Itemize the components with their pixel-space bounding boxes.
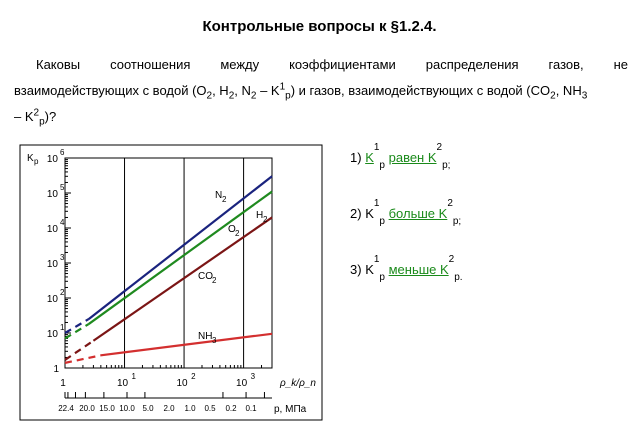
pressure-tick-label: 0.2 <box>225 404 237 413</box>
y-tick-sup: 2 <box>60 288 65 297</box>
x-tick-label: 1 <box>60 378 66 389</box>
pressure-tick-label: 22.4 <box>58 404 74 413</box>
series-line <box>92 216 273 342</box>
question-line-1: Каковы соотношения между коэффициентами … <box>14 52 628 78</box>
series-label: N <box>215 190 222 201</box>
chart-frame <box>19 144 323 421</box>
question-line-3: – K2p)? <box>14 107 57 128</box>
y-axis-label-sub: p <box>34 157 39 166</box>
x-tick-sup: 2 <box>191 372 196 381</box>
y-tick-label: 10 <box>47 189 59 200</box>
question-line-2: взаимодействующих с водой (O2, H2, N2 – … <box>14 81 588 102</box>
pressure-tick-label: 0.1 <box>245 404 257 413</box>
series-line-dashed <box>64 339 95 361</box>
y-tick-sup: 3 <box>60 253 65 262</box>
answer-number: 1) <box>350 150 362 165</box>
question-word: распределения <box>425 57 519 72</box>
x-tick-label: 10 <box>117 378 129 389</box>
series-label-sub: 2 <box>263 215 268 224</box>
x-tick-sup: 1 <box>132 372 137 381</box>
y-tick-sup: 1 <box>60 323 65 332</box>
y-tick-sup: 5 <box>60 183 65 192</box>
pressure-tick-label: 15.0 <box>99 404 115 413</box>
series-label: NH <box>198 331 212 342</box>
pressure-tick-label: 1.0 <box>184 404 196 413</box>
pressure-tick-label: 5.0 <box>142 404 154 413</box>
series-label: CO <box>198 271 213 282</box>
series-line-dashed <box>64 323 90 340</box>
answer-k: K <box>365 206 374 221</box>
series-line <box>100 332 273 357</box>
x-tick-label: 10 <box>177 378 189 389</box>
series-label-sub: 2 <box>235 229 240 238</box>
x-axis-label: ρ_k/ρ_n <box>279 378 316 389</box>
y-tick-sup: 4 <box>60 218 65 227</box>
answer-link-text[interactable]: меньше K <box>388 262 449 277</box>
series-label-sub: 2 <box>212 276 217 285</box>
series-label: O <box>228 224 236 235</box>
y-tick-label: 1 <box>53 364 59 375</box>
series-line <box>88 190 273 325</box>
series-line-dashed <box>64 354 102 364</box>
question-word: газов, <box>548 57 584 72</box>
x-tick-sup: 3 <box>251 372 256 381</box>
x-tick-label: 10 <box>236 378 248 389</box>
pressure-tick-label: 2.0 <box>163 404 175 413</box>
y-tick-label: 10 <box>47 224 59 235</box>
y-tick-sup: 6 <box>60 148 65 157</box>
question-word: между <box>220 57 260 72</box>
pressure-tick-label: 0.5 <box>204 404 216 413</box>
series-line <box>88 175 273 320</box>
plot-area <box>64 157 273 369</box>
question-word: коэффициентами <box>289 57 396 72</box>
page-title: Контрольные вопросы к §1.2.4. <box>202 18 437 35</box>
y-tick-label: 10 <box>47 259 59 270</box>
y-axis-label: K <box>27 153 34 164</box>
answer-link-k[interactable]: K <box>365 150 374 165</box>
y-tick-label: 10 <box>47 329 59 340</box>
pressure-tick-label: 10.0 <box>119 404 135 413</box>
pressure-tick-label: 20.0 <box>79 404 95 413</box>
question-word: не <box>613 57 628 72</box>
pressure-axis-label: p, МПа <box>274 404 307 415</box>
series-label-sub: 3 <box>212 336 217 345</box>
answer-k: K <box>365 262 374 277</box>
series-label-sub: 2 <box>222 195 227 204</box>
answer-link-text[interactable]: больше K <box>388 206 448 221</box>
answer-number: 2) <box>350 206 362 221</box>
question-word: соотношения <box>110 57 191 72</box>
question-word: Каковы <box>36 57 81 72</box>
answer-number: 3) <box>350 262 362 277</box>
series-line-dashed <box>64 318 90 334</box>
series-label: H <box>256 210 263 221</box>
answer-link-text[interactable]: равен K <box>388 150 437 165</box>
question-text: Каковы соотношения между коэффициентами … <box>14 52 628 130</box>
y-tick-label: 10 <box>47 294 59 305</box>
y-tick-label: 10 <box>47 154 59 165</box>
